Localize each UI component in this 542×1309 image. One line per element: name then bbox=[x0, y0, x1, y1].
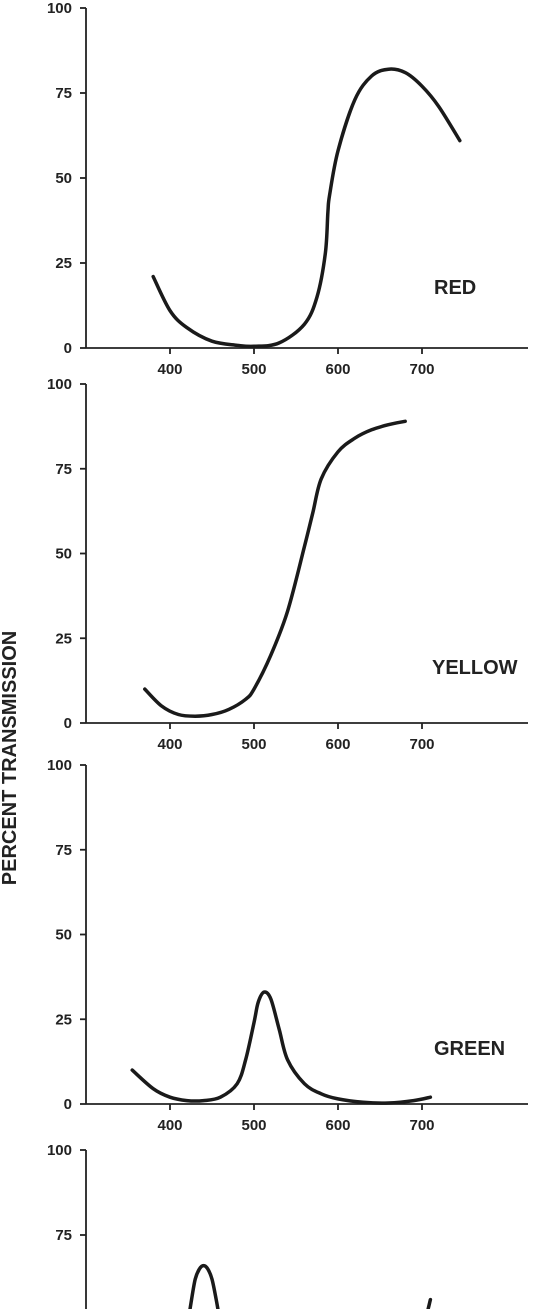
y-tick-label: 100 bbox=[47, 757, 72, 774]
x-tick-label: 400 bbox=[157, 361, 182, 378]
y-tick-label: 75 bbox=[55, 1227, 72, 1244]
filter-label: RED bbox=[434, 277, 476, 299]
y-tick-label: 0 bbox=[64, 1096, 72, 1113]
y-tick-label: 50 bbox=[55, 546, 72, 563]
y-tick-label: 75 bbox=[55, 461, 72, 478]
series-line bbox=[130, 990, 433, 1105]
x-tick-label: 600 bbox=[325, 736, 350, 753]
y-tick-label: 100 bbox=[47, 0, 72, 17]
x-tick-label: 500 bbox=[241, 736, 266, 753]
y-tick-label: 50 bbox=[55, 927, 72, 944]
y-tick-label: 25 bbox=[55, 630, 72, 647]
x-tick-label: 700 bbox=[409, 361, 434, 378]
y-tick-label: 75 bbox=[55, 842, 72, 859]
y-tick-label: 0 bbox=[64, 340, 72, 357]
y-tick-label: 50 bbox=[55, 170, 72, 187]
y-axis-label: PERCENT TRANSMISSION bbox=[0, 631, 21, 885]
x-tick-label: 500 bbox=[241, 1117, 266, 1134]
x-tick-label: 600 bbox=[325, 1117, 350, 1134]
series-line bbox=[143, 419, 407, 718]
y-tick-label: 0 bbox=[64, 715, 72, 732]
y-tick-label: 100 bbox=[47, 376, 72, 393]
x-tick-label: 400 bbox=[157, 1117, 182, 1134]
y-tick-label: 100 bbox=[47, 1142, 72, 1159]
series-line bbox=[426, 1297, 433, 1309]
series-line bbox=[188, 1263, 220, 1309]
filter-label: YELLOW bbox=[432, 657, 518, 679]
y-tick-label: 75 bbox=[55, 85, 72, 102]
x-tick-label: 400 bbox=[157, 736, 182, 753]
filter-label: GREEN bbox=[434, 1038, 505, 1060]
y-tick-label: 25 bbox=[55, 255, 72, 272]
x-tick-label: 700 bbox=[409, 1117, 434, 1134]
y-tick-label: 25 bbox=[55, 1011, 72, 1028]
x-tick-label: 700 bbox=[409, 736, 434, 753]
x-tick-label: 500 bbox=[241, 361, 266, 378]
series-line bbox=[151, 67, 462, 349]
x-tick-label: 600 bbox=[325, 361, 350, 378]
